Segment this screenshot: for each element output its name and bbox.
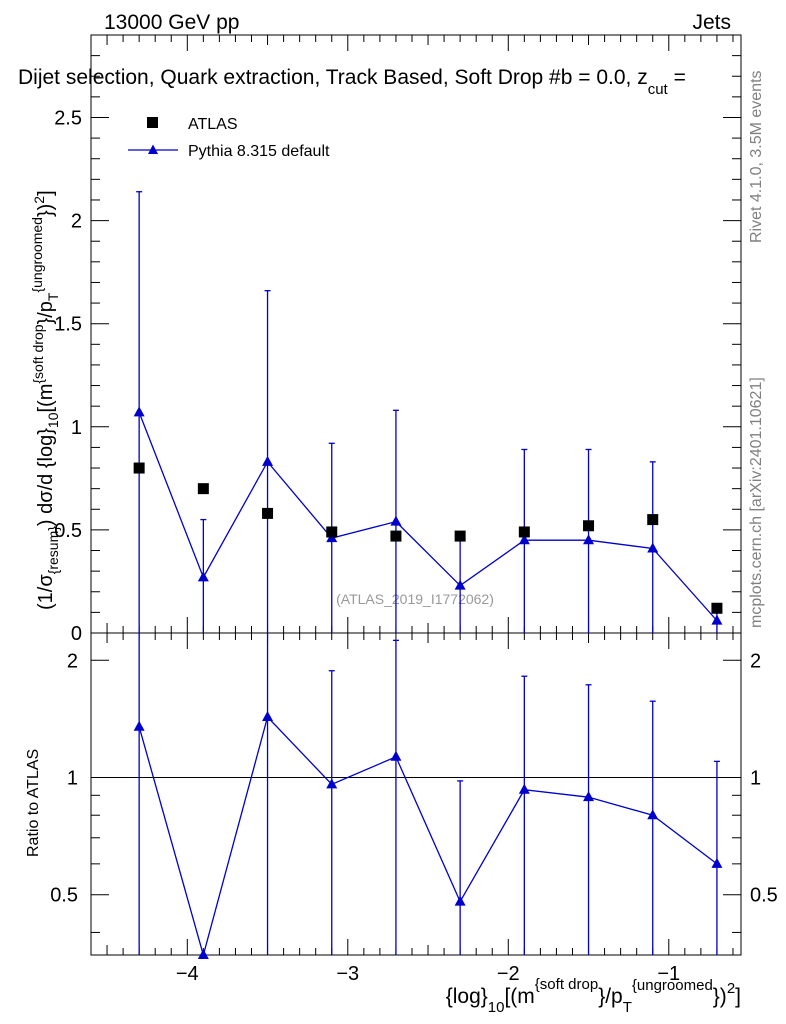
x-tick-label: −3 (336, 963, 359, 985)
mc-point (262, 455, 274, 466)
legend-data-label: ATLAS (188, 116, 238, 133)
y-tick-label-ratio-right: 2 (750, 650, 761, 672)
legend-mc-label: Pythia 8.315 default (188, 143, 330, 160)
y-tick-label-main: 1.5 (54, 314, 82, 336)
analysis-watermark: (ATLAS_2019_I1772062) (336, 591, 494, 607)
mc-point (518, 534, 530, 545)
data-point (262, 507, 274, 519)
y-tick-label-main: 2 (71, 211, 82, 233)
svg-text:{log}10[(m{soft drop}/pT{ungro: {log}10[(m{soft drop}/pT{ungroomed})2] (446, 976, 741, 1016)
data-point (133, 462, 145, 474)
data-point (647, 514, 659, 526)
ratio-point (133, 720, 145, 731)
axis-ticks: −4 −3 −2 −1 0 0.5 1 1.5 2 2.5 0.5 0.5 1 1 2 2 (50, 34, 778, 985)
ratio-panel-frame (90, 632, 742, 956)
data-point (390, 530, 402, 542)
data-point (197, 483, 209, 495)
data-point (518, 526, 530, 538)
x-tick-label: −2 (497, 963, 520, 985)
y-tick-label-main: 0 (71, 623, 82, 645)
y-tick-label-ratio-right: 1 (750, 767, 761, 789)
ratio-point (262, 710, 274, 721)
data-point (326, 526, 338, 538)
ratio-point (197, 949, 209, 959)
y-tick-label-main: 1 (71, 417, 82, 439)
header-left: 13000 GeV pp (104, 11, 239, 34)
ratio-point (518, 783, 530, 794)
legend-mc-marker (148, 144, 158, 154)
ratio-series-line (138, 715, 718, 958)
svg-text:(1/σ{resum}) dσ/d {log}10[(m{s: (1/σ{resum}) dσ/d {log}10[(m{soft drop}/… (29, 190, 61, 610)
data-point (711, 602, 723, 614)
mc-point (711, 614, 723, 625)
mcplots-label: mcplots.cern.ch [arXiv:2401.10621] (748, 377, 765, 628)
x-tick-label: −4 (176, 963, 199, 985)
mc-point (454, 579, 466, 590)
ratio-point (326, 778, 338, 789)
main-panel-marks (133, 191, 723, 633)
x-tick-label: −1 (657, 963, 680, 985)
y-tick-label-ratio: 1 (67, 767, 78, 789)
ratio-point (454, 895, 466, 906)
ratio-panel-marks (91, 633, 741, 959)
mc-point (583, 534, 595, 545)
y-tick-label-ratio-right: 0.5 (750, 885, 778, 907)
data-point (454, 530, 466, 542)
ratio-point (647, 809, 659, 820)
mc-series-line (138, 412, 718, 622)
y-axis-label-ratio: Ratio to ATLAS (25, 749, 42, 857)
x-axis-label: {log}10[(m{soft drop}/pT{ungroomed})2] (446, 976, 741, 1016)
ratio-point (583, 791, 595, 802)
y-tick-label-ratio: 0.5 (50, 885, 78, 907)
header-right: Jets (692, 11, 731, 34)
mc-point (647, 542, 659, 553)
mc-point (197, 571, 209, 582)
rivet-label: Rivet 4.1.0, 3.5M events (748, 70, 765, 243)
y-axis-label-main: (1/σ{resum}) dσ/d {log}10[(m{soft drop}/… (29, 190, 61, 610)
mc-point (390, 515, 402, 526)
y-tick-label-main: 2.5 (54, 107, 82, 129)
legend-data-marker (147, 117, 158, 128)
data-point (583, 520, 595, 532)
y-tick-label-main: 0.5 (54, 520, 82, 542)
ratio-point (711, 857, 723, 868)
y-tick-label-ratio: 2 (67, 650, 78, 672)
mc-point (133, 406, 145, 417)
plot-title: Dijet selection, Quark extraction, Track… (18, 66, 686, 98)
ratio-point (390, 750, 402, 761)
